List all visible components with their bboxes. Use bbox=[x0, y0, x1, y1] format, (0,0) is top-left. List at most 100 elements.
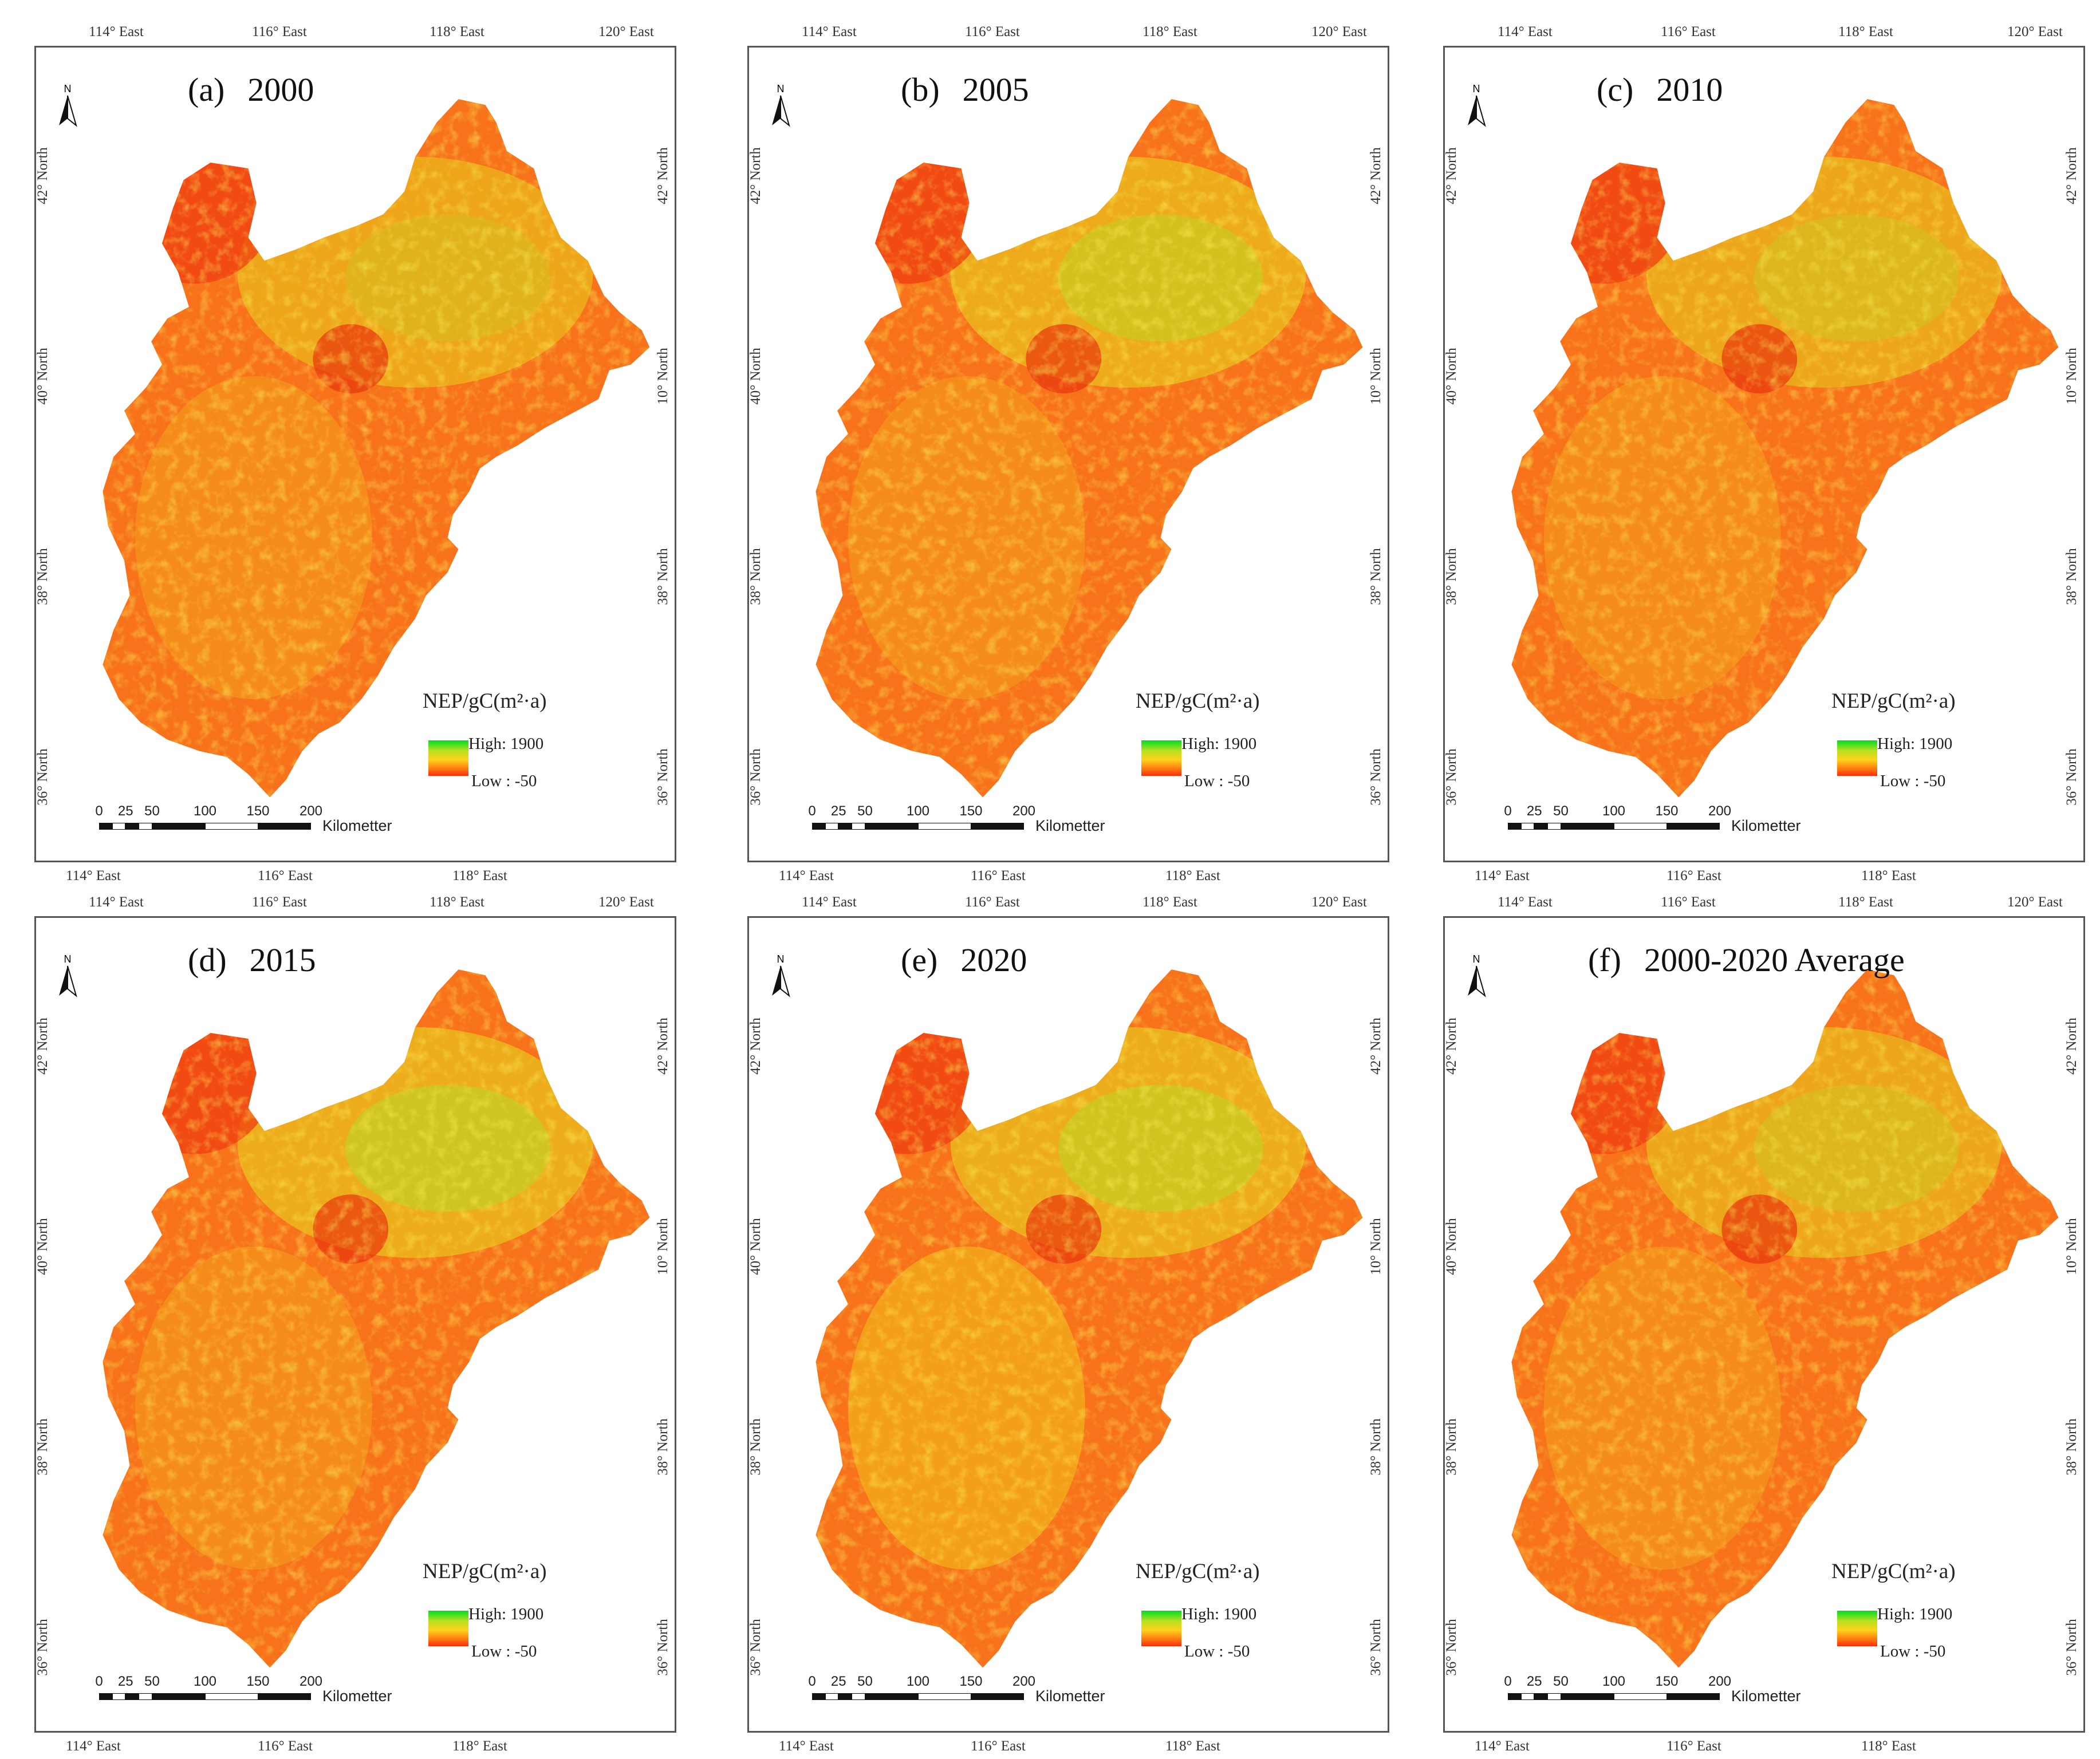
scale-bar-tick: 100 bbox=[906, 1674, 930, 1689]
legend-high-label: High: 1900 bbox=[1181, 1605, 1257, 1623]
scale-bar-tick: 25 bbox=[1526, 803, 1542, 819]
lon-tick-top: 116° East bbox=[965, 894, 1020, 910]
scale-bar-segment bbox=[838, 823, 852, 830]
lat-tick-left: 42° North bbox=[35, 1017, 50, 1075]
lon-tick-top: 116° East bbox=[252, 24, 307, 40]
scale-bar-segment bbox=[1547, 1693, 1561, 1700]
scale-bar-tick: 0 bbox=[1504, 1674, 1512, 1689]
scale-bar-tick: 25 bbox=[117, 803, 133, 819]
lat-tick-left: 36° North bbox=[35, 1619, 50, 1676]
lat-tick-left: 36° North bbox=[1444, 1619, 1459, 1676]
lon-tick-bottom: 116° East bbox=[971, 1738, 1026, 1754]
scale-bar-segment bbox=[139, 1693, 152, 1700]
north-arrow-icon: N bbox=[772, 83, 790, 127]
lon-tick-top: 116° East bbox=[1661, 894, 1716, 910]
legend-title: NEP/gC(m²·a) bbox=[423, 1560, 547, 1583]
nep-raster-map bbox=[815, 99, 1363, 798]
scale-bar-line bbox=[1508, 823, 1720, 830]
scale-bar-unit: Kilometter bbox=[322, 817, 392, 834]
panel-title: (a) 2000 bbox=[188, 70, 314, 109]
lon-tick-bottom: 114° East bbox=[1475, 868, 1530, 884]
lon-tick-top: 114° East bbox=[802, 24, 857, 40]
nep-raster-map bbox=[1511, 99, 2059, 798]
lon-tick-bottom: 116° East bbox=[1666, 1738, 1721, 1754]
lon-tick-top: 118° East bbox=[430, 24, 484, 40]
map-frame: 42° North 40° North 38° North 36° North 42° … bbox=[747, 46, 1389, 862]
scale-bar-tick: 200 bbox=[1012, 803, 1036, 819]
map-panel-a: 114° East 116° East 118° East 120° East 114°… bbox=[11, 24, 713, 889]
legend-color-ramp bbox=[1141, 1611, 1181, 1646]
scale-bar-segment bbox=[112, 823, 126, 830]
scale-bar-tick: 25 bbox=[117, 1674, 133, 1689]
scale-bar-line bbox=[812, 1693, 1024, 1700]
north-arrow-icon: N bbox=[59, 953, 77, 997]
lon-tick-top: 116° East bbox=[252, 894, 307, 910]
legend-color-ramp bbox=[428, 740, 468, 776]
lon-tick-top: 114° East bbox=[1498, 894, 1553, 910]
scale-bar-tick: 150 bbox=[959, 1674, 983, 1689]
north-arrow-left bbox=[59, 966, 68, 996]
lat-tick-left: 40° North bbox=[1444, 1218, 1459, 1275]
nep-raster-map bbox=[1511, 969, 2059, 1668]
lon-tick-top: 120° East bbox=[598, 894, 654, 910]
map-frame: 42° North 40° North 38° North 36° North 42° … bbox=[34, 46, 676, 862]
north-arrow-icon: N bbox=[772, 953, 790, 997]
scale-bar-line bbox=[99, 1693, 311, 1700]
legend-high-label: High: 1900 bbox=[468, 1605, 544, 1623]
coastal-low-zone bbox=[1193, 1333, 1290, 1385]
lat-tick-left: 40° North bbox=[35, 1218, 50, 1275]
scale-bar-tick: 100 bbox=[1602, 1674, 1626, 1689]
north-arrow-left bbox=[772, 96, 781, 125]
lon-tick-bottom: 114° East bbox=[66, 868, 121, 884]
scale-bar-unit: Kilometter bbox=[1035, 1687, 1105, 1705]
scale-bar-segment bbox=[918, 823, 971, 830]
panel-title: (f) 2000-2020 Average bbox=[1588, 941, 1905, 979]
scale-bar: 0 25 50 100 150 200 Kilometter bbox=[1504, 1674, 1829, 1705]
coastal-low-zone bbox=[1889, 463, 1986, 515]
legend-high-label: High: 1900 bbox=[468, 735, 544, 753]
lat-tick-left: 38° North bbox=[1444, 1418, 1459, 1476]
coastal-low-zone bbox=[480, 1333, 577, 1385]
scale-bar-tick: 200 bbox=[299, 803, 323, 819]
north-arrow-left bbox=[772, 966, 781, 996]
north-label: N bbox=[1473, 953, 1480, 965]
scale-bar-tick: 100 bbox=[193, 1674, 217, 1689]
map-texture bbox=[103, 969, 650, 1668]
lat-tick-left: 42° North bbox=[748, 1017, 763, 1075]
scale-bar-segment bbox=[812, 1693, 826, 1700]
legend-low-label: Low : -50 bbox=[1184, 772, 1250, 790]
scale-bar-segment bbox=[258, 823, 311, 830]
lon-tick-top: 120° East bbox=[1311, 894, 1367, 910]
legend-high-label: High: 1900 bbox=[1877, 1605, 1953, 1623]
scale-bar-segment bbox=[1521, 823, 1535, 830]
legend-low-label: Low : -50 bbox=[1880, 1642, 1946, 1661]
scale-bar-segment bbox=[99, 823, 113, 830]
panel-title: (b) 2005 bbox=[901, 70, 1029, 109]
lon-tick-bottom: 116° East bbox=[1666, 868, 1721, 884]
north-arrow-left bbox=[59, 96, 68, 125]
lat-tick-left: 42° North bbox=[1444, 147, 1459, 204]
coastal-low-zone bbox=[1193, 463, 1290, 515]
lat-tick-left: 40° North bbox=[1444, 348, 1459, 405]
lat-tick-left: 40° North bbox=[748, 1218, 763, 1275]
lon-tick-top: 120° East bbox=[2007, 24, 2063, 40]
panel-letter: (c) bbox=[1597, 71, 1634, 108]
legend-low-label: Low : -50 bbox=[471, 772, 537, 790]
lon-tick-bottom: 114° East bbox=[779, 868, 834, 884]
panel-year: 2005 bbox=[962, 71, 1029, 108]
lon-tick-top: 118° East bbox=[430, 894, 484, 910]
scale-bar-segment bbox=[1666, 823, 1720, 830]
scale-bar-segment bbox=[812, 823, 826, 830]
scale-bar-tick: 200 bbox=[1012, 1674, 1036, 1689]
map-panel-d: 114° East 116° East 118° East 120° East 114°… bbox=[11, 894, 713, 1759]
north-arrow-right bbox=[780, 95, 790, 127]
scale-bar-tick: 100 bbox=[906, 803, 930, 819]
panel-title: (e) 2020 bbox=[901, 941, 1027, 979]
lat-tick-left: 36° North bbox=[748, 1619, 763, 1676]
scale-bar-segment bbox=[125, 1693, 139, 1700]
scale-bar-tick: 0 bbox=[1504, 803, 1512, 819]
scale-bar-tick: 50 bbox=[144, 1674, 160, 1689]
north-arrow-right bbox=[67, 965, 77, 997]
legend-color-ramp bbox=[1141, 740, 1181, 776]
north-arrow-right bbox=[67, 95, 77, 127]
